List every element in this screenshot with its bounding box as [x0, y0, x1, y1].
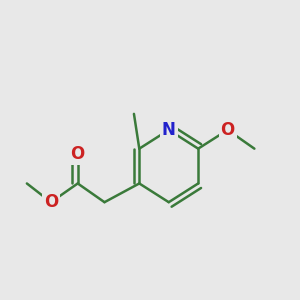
Text: O: O — [220, 121, 235, 139]
Text: N: N — [162, 121, 176, 139]
Text: O: O — [70, 145, 85, 163]
Text: O: O — [44, 193, 58, 211]
